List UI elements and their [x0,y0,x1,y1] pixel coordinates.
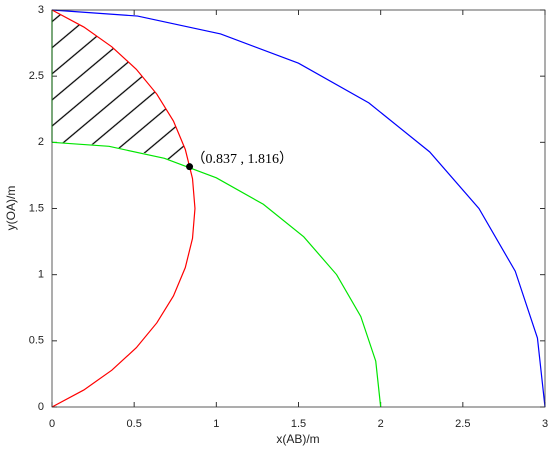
y-tick-label: 2 [38,136,44,148]
hatched-region [52,10,190,167]
y-tick-label: 3 [38,4,44,16]
annotation-text: （0.837 , 1.816） [192,151,294,167]
y-tick-label: 2.5 [29,70,44,82]
y-tick-label: 0 [38,401,44,413]
annotation-point [186,163,194,171]
curve [51,9,546,408]
x-tick-label: 2.5 [455,418,470,430]
x-tick-label: 2 [378,418,384,430]
x-tick-label: 1.5 [291,418,306,430]
x-tick-label: 1 [213,418,219,430]
x-axis-label: x(AB)/m [276,432,319,446]
x-tick-label: 0 [49,418,55,430]
y-tick-label: 0.5 [29,335,44,347]
y-tick-label: 1.5 [29,202,44,214]
curve [51,9,196,408]
y-tick-label: 1 [38,269,44,281]
axes-frame [51,9,546,408]
x-tick-label: 0.5 [127,418,142,430]
x-tick-label: 3 [542,418,548,430]
y-axis-label: y(OA)/m [4,186,18,231]
curve [51,141,382,408]
